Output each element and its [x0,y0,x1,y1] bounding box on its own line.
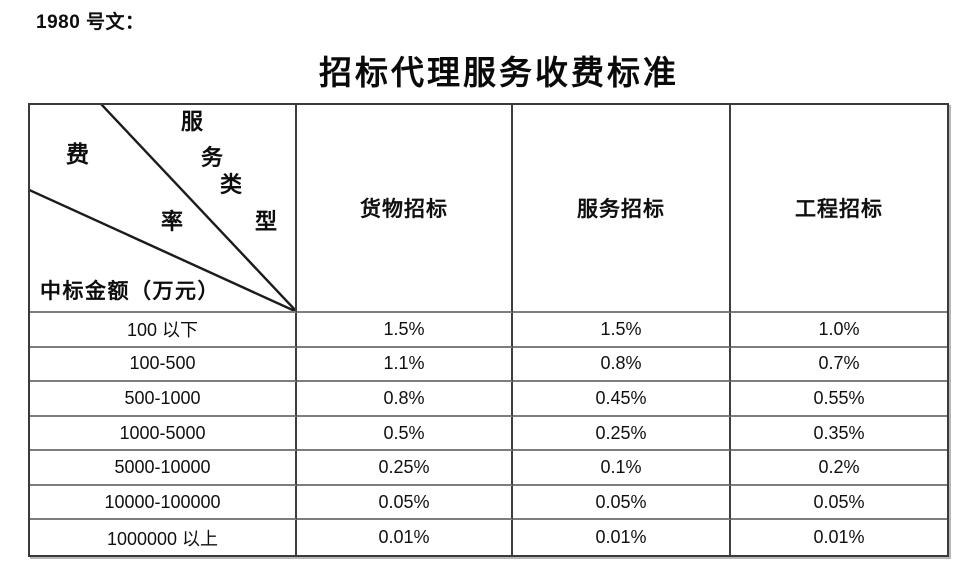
rate-cell-works: 0.05% [731,486,947,521]
rate-cell-service: 1.5% [513,313,731,348]
corner-diagonal-divider [30,105,295,311]
rate-cell-works: 0.01% [731,520,947,555]
amount-range-cell: 1000000 以上 [30,520,297,556]
rate-value: 1.1% [383,353,425,374]
table-header-row: 服 务 类 型 费 率 中标金额（万元） 货物招标 服务招标 工程招标 [30,105,947,313]
rate-value: 0.01% [813,527,865,548]
rate-value: 0.25% [595,422,647,443]
corner-service-type-char: 务 [201,145,224,170]
table-corner-cell: 服 务 类 型 费 率 中标金额（万元） [30,105,297,313]
rate-value: 1.0% [818,318,860,339]
table-row: 100 以下 1.5% 1.5% 1.0% [30,313,947,348]
rate-cell-goods: 0.8% [297,382,513,417]
rate-cell-works: 0.35% [731,417,947,452]
table-row: 1000-5000 0.5% 0.25% 0.35% [30,416,947,452]
amount-range-label: 1000-5000 [119,422,206,443]
table-row: 5000-10000 0.25% 0.1% 0.2% [30,451,947,486]
amount-range-label: 1000000 以上 [106,528,219,549]
table-row: 100-500 1.1% 0.8% 0.7% [30,347,947,383]
column-header-label: 货物招标 [360,197,448,221]
rate-value: 0.2% [818,457,860,478]
rate-cell-goods: 0.25% [297,451,513,486]
rate-value: 0.8% [600,353,642,374]
amount-range-cell: 5000-10000 [30,451,297,486]
rate-value: 0.01% [595,527,647,548]
column-header-service-tender: 服务招标 [513,105,731,313]
rate-cell-works: 1.0% [731,313,947,348]
amount-range-label: 10000-100000 [104,491,221,512]
rate-value: 0.8% [383,387,425,408]
rate-cell-service: 0.45% [513,382,731,417]
rate-value: 0.05% [378,491,430,512]
table-row: 500-1000 0.8% 0.45% 0.55% [30,382,947,417]
amount-range-label: 5000-10000 [114,457,211,478]
corner-service-type-char: 型 [255,209,278,234]
rate-cell-goods: 0.5% [297,416,513,452]
amount-range-cell: 10000-100000 [30,485,297,521]
column-header-label: 工程招标 [795,197,883,221]
rate-cell-works: 0.2% [731,451,947,486]
rate-value: 0.1% [600,457,642,478]
corner-amount-label: 中标金额（万元） [40,279,220,303]
column-header-works-tender: 工程招标 [731,105,947,313]
diagonal-line-upper [100,105,295,311]
rate-value: 0.7% [818,353,860,374]
rate-value: 0.05% [813,491,865,512]
column-header-label: 服务招标 [577,197,665,221]
rate-cell-goods: 0.05% [297,485,513,521]
rate-cell-service: 0.01% [513,520,731,556]
rate-cell-goods: 0.01% [297,520,513,556]
rate-value: 0.45% [595,387,647,408]
amount-range-cell: 1000-5000 [30,416,297,452]
rate-value: 0.5% [383,422,425,443]
corner-service-type-char: 服 [181,109,204,134]
rate-cell-service: 0.1% [513,451,731,486]
rate-cell-service: 0.05% [513,485,731,521]
amount-range-cell: 500-1000 [30,382,297,417]
rate-value: 0.35% [813,422,865,443]
diagonal-line-lower [30,188,295,311]
rate-cell-works: 0.7% [731,348,947,383]
rate-value: 0.01% [378,527,430,548]
amount-range-label: 100 以下 [126,320,199,341]
page-title: 招标代理服务收费标准 [319,56,679,92]
rate-value: 0.55% [813,387,865,408]
rate-cell-goods: 1.1% [297,347,513,383]
rate-cell-service: 0.25% [513,416,731,452]
amount-range-label: 500-1000 [124,387,201,408]
rate-value: 1.5% [383,318,425,339]
rate-value: 0.25% [378,457,430,478]
corner-rate-char: 率 [161,209,184,234]
rate-cell-goods: 1.5% [297,313,513,348]
fee-table: 服 务 类 型 费 率 中标金额（万元） 货物招标 服务招标 工程招标 100 … [28,103,949,557]
rate-value: 0.05% [595,491,647,512]
amount-range-cell: 100 以下 [30,313,297,348]
corner-rate-char: 费 [66,142,89,167]
corner-service-type-char: 类 [220,172,243,197]
rate-cell-service: 0.8% [513,347,731,383]
table-row: 1000000 以上 0.01% 0.01% 0.01% [30,520,947,556]
rate-cell-works: 0.55% [731,382,947,417]
amount-range-cell: 100-500 [30,347,297,383]
rate-value: 1.5% [600,318,642,339]
column-header-goods-tender: 货物招标 [297,105,513,313]
table-row: 10000-100000 0.05% 0.05% 0.05% [30,485,947,521]
amount-range-label: 100-500 [129,353,196,374]
doc-number-label: 1980 号文： [36,12,145,33]
